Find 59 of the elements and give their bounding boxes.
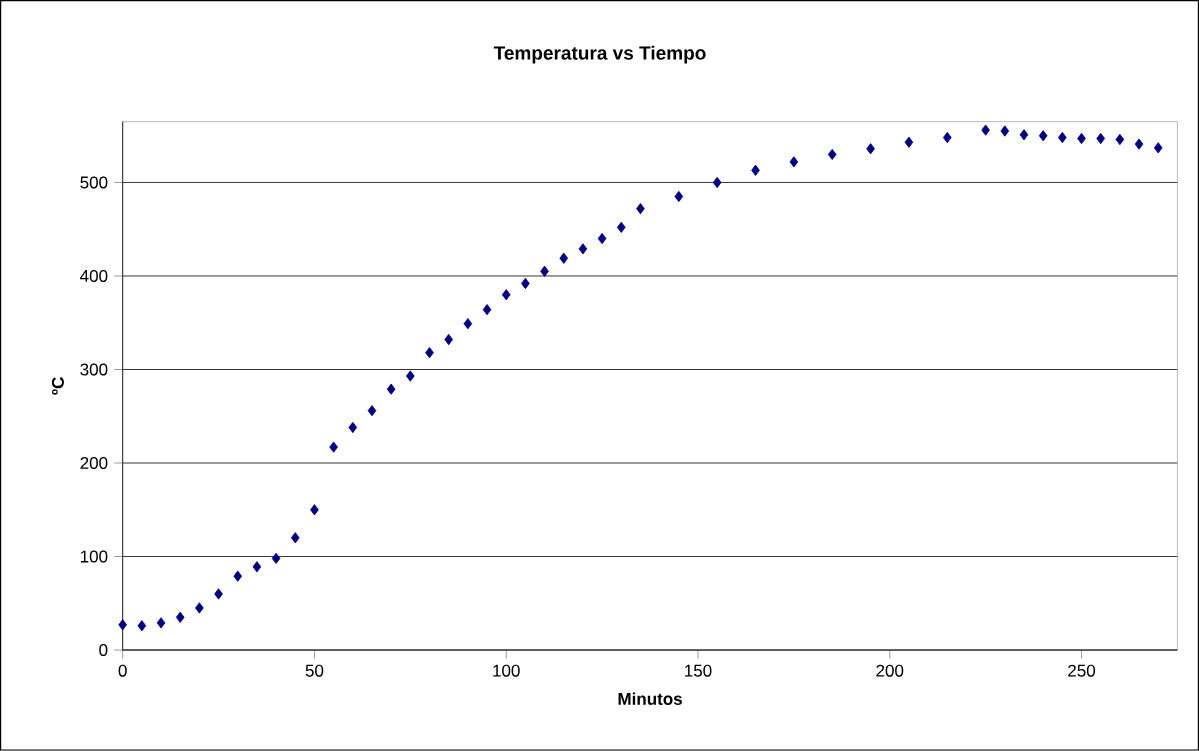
point [156, 617, 166, 629]
point [425, 347, 434, 359]
point [482, 304, 492, 316]
y-tick-label: 100 [80, 550, 108, 563]
point [501, 289, 511, 301]
point [597, 233, 607, 245]
point [981, 124, 990, 136]
point [271, 552, 281, 565]
x-tick-label: 250 [1068, 664, 1096, 677]
point [1134, 138, 1144, 150]
y-tick-label: 0 [99, 644, 108, 657]
point [521, 278, 530, 290]
x-tick-label: 100 [493, 664, 520, 677]
point [252, 561, 262, 573]
chart-title: Temperatura vs Tiempo [493, 45, 706, 64]
point [904, 136, 914, 148]
x-tick-label: 0 [118, 664, 127, 677]
point [233, 570, 243, 582]
point [118, 619, 127, 631]
point [310, 504, 319, 516]
point [866, 143, 875, 155]
point [406, 370, 415, 382]
point [367, 405, 377, 417]
y-axis-title: ºC [51, 377, 64, 395]
point [712, 177, 722, 189]
point [1038, 130, 1048, 142]
point [559, 252, 569, 264]
point [1019, 129, 1029, 141]
y-tick-label: 300 [80, 363, 108, 376]
point [1115, 133, 1125, 146]
x-tick-label: 200 [876, 664, 904, 677]
point [348, 422, 358, 434]
y-tick-label: 400 [80, 270, 108, 283]
x-tick-label: 50 [305, 664, 324, 677]
point [195, 602, 204, 614]
point [137, 620, 147, 632]
y-tick-label: 200 [80, 457, 108, 470]
point [578, 243, 588, 255]
y-tick-label: 500 [80, 176, 108, 189]
point [329, 441, 338, 453]
point [386, 383, 396, 395]
x-axis-title: Minutos [618, 692, 682, 706]
point [1000, 125, 1010, 137]
point [1077, 133, 1086, 145]
x-tick-label: 150 [685, 664, 712, 677]
point [1058, 132, 1067, 144]
point [175, 611, 185, 624]
point [636, 203, 645, 215]
point [463, 318, 473, 330]
point [827, 148, 837, 161]
point [214, 588, 223, 600]
point [444, 334, 453, 346]
point [674, 191, 684, 203]
point [1153, 142, 1163, 154]
point [789, 156, 799, 168]
point [1096, 133, 1105, 145]
point [942, 132, 952, 144]
point [290, 532, 300, 544]
point [616, 221, 626, 234]
